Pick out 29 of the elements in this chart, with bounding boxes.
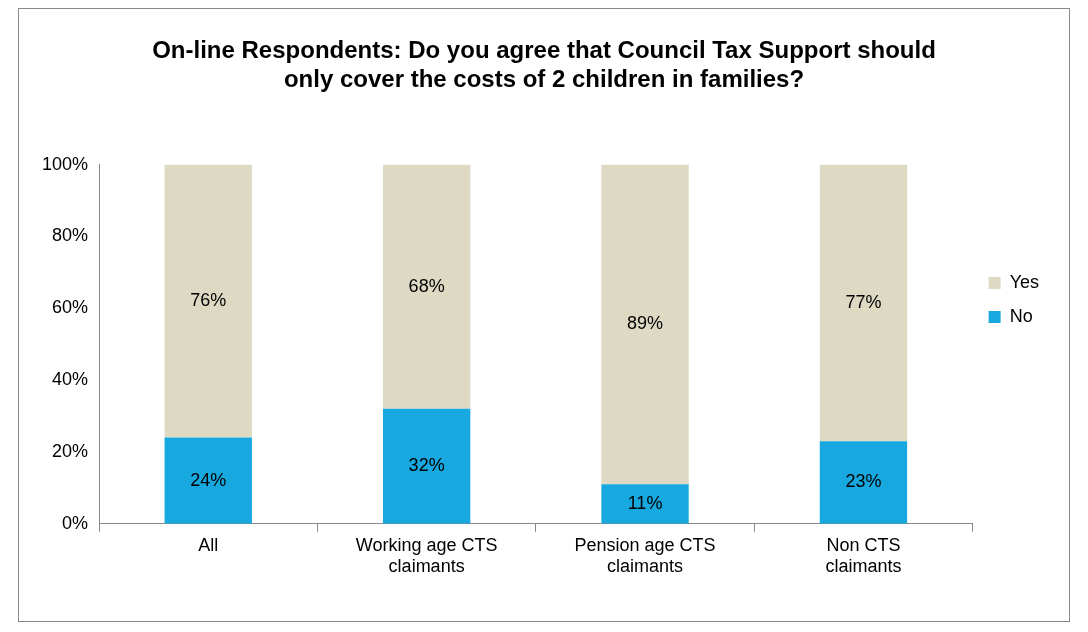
- y-tick-label: 100%: [41, 153, 89, 174]
- bar: [164, 437, 252, 524]
- x-tick-label: Working age CTS claimants: [355, 534, 498, 577]
- y-tick-label: 60%: [52, 297, 89, 318]
- bar: [819, 441, 908, 524]
- x-tick-label: Pension age CTS claimants: [574, 534, 716, 577]
- chart-title: On-line Respondents: Do you agree that Council Tax Support should only cover the costs of 2 children in families?: [152, 36, 936, 92]
- data-label: 11%: [627, 493, 663, 514]
- y-tick-label: 40%: [52, 369, 89, 390]
- y-tick-label: 20%: [52, 440, 89, 461]
- data-label: 77%: [845, 291, 882, 312]
- x-tick-label: All: [198, 534, 219, 555]
- y-tick-label: 0%: [62, 512, 89, 533]
- bar: [382, 164, 471, 409]
- data-label: 23%: [845, 471, 882, 492]
- bar: [601, 164, 689, 485]
- legend-label: Yes: [1009, 271, 1040, 292]
- bar: [164, 164, 252, 438]
- data-label: 32%: [408, 455, 445, 476]
- data-label: 24%: [190, 469, 227, 490]
- data-label: 76%: [190, 290, 227, 311]
- bar: [819, 164, 908, 442]
- bar: [601, 484, 689, 524]
- data-label: 68%: [408, 275, 445, 296]
- y-tick-label: 80%: [52, 225, 89, 246]
- data-label: 89%: [627, 313, 664, 334]
- bar: [382, 408, 471, 524]
- legend-label: No: [1009, 305, 1033, 326]
- x-tick-label: Non CTS claimants: [825, 534, 902, 577]
